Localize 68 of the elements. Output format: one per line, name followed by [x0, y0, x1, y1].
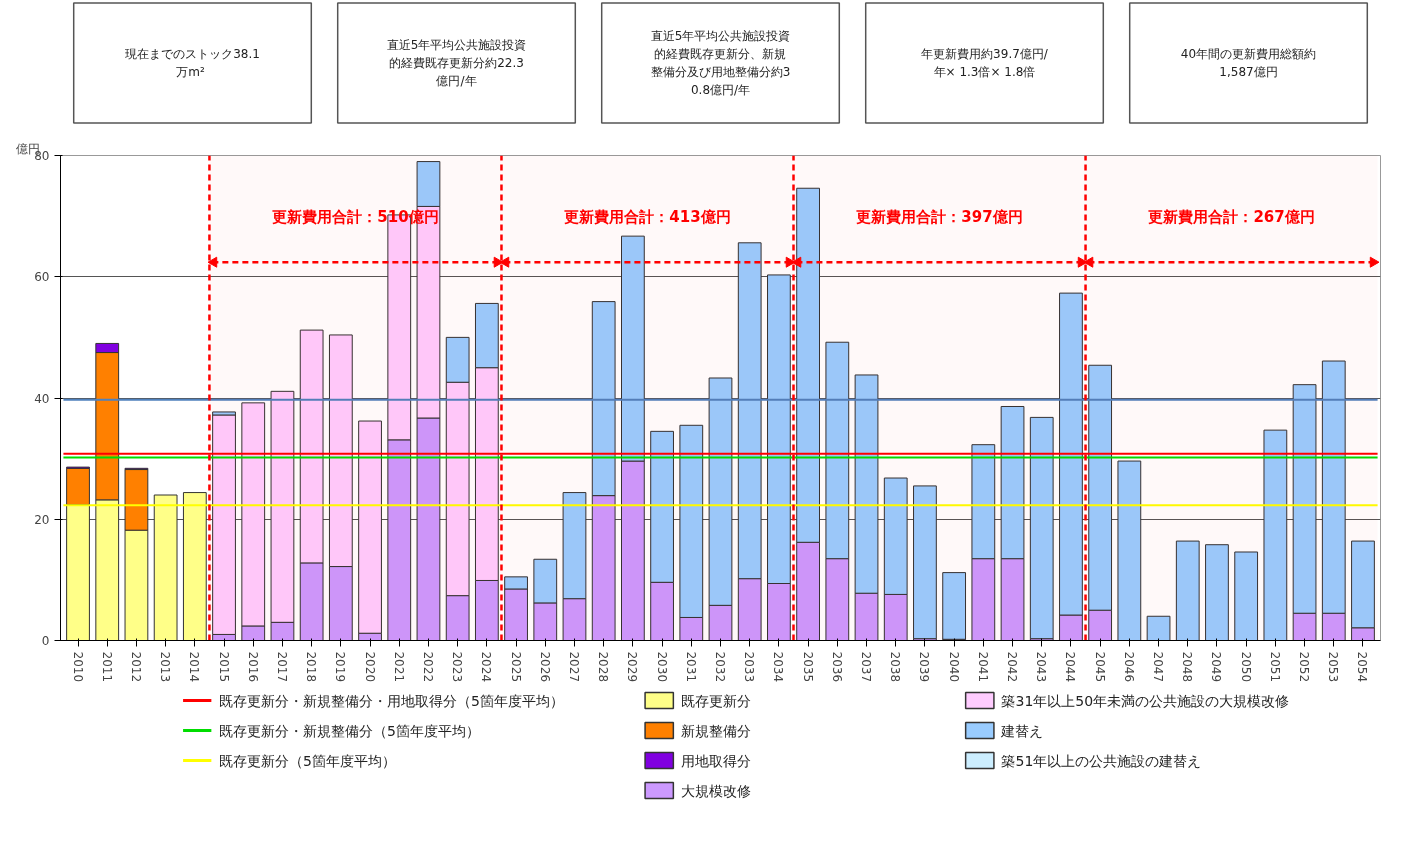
- x-tick-label: 2027: [566, 651, 581, 683]
- band-label: 更新費用合計：413億円: [564, 207, 731, 226]
- y-tick-label: 40: [34, 391, 50, 406]
- x-tick-label: 2033: [742, 651, 757, 683]
- legend-label: 既存更新分（5箇年度平均）: [218, 752, 396, 769]
- y-tick-label: 0: [41, 634, 50, 648]
- x-tick-label: 2017: [274, 651, 289, 683]
- x-tick-label: 2021: [391, 651, 406, 683]
- x-tick-label: 2050: [1238, 651, 1253, 683]
- x-tick-label: 2044: [1063, 651, 1078, 683]
- x-tick-label: 2049: [1209, 651, 1224, 683]
- x-tick-label: 2013: [158, 651, 173, 683]
- x-tick-label: 2045: [1092, 651, 1107, 683]
- x-tick-label: 2016: [245, 651, 260, 683]
- text: 直近5年平均公共施設投資的経費既存更新分約22.3億円/年: [386, 37, 527, 89]
- x-tick-label: 2025: [508, 651, 523, 683]
- x-tick-label: 2038: [888, 651, 903, 683]
- x-tick-label: 2043: [1034, 651, 1049, 683]
- legend-label: 新規整備分: [680, 722, 751, 739]
- x-tick-label: 2020: [362, 651, 377, 683]
- text: 40年間の更新費用総額約1,587億円: [1180, 46, 1317, 80]
- legend-label: 既存更新分・新規整備分・用地取得分（5箇年度平均）: [218, 692, 564, 709]
- x-tick-label: 2042: [1005, 651, 1020, 683]
- band-label: 更新費用合計：510億円: [272, 207, 439, 226]
- legend-label: 築51年以上の公共施設の建替え: [1001, 752, 1202, 769]
- x-tick-label: 2022: [420, 651, 435, 683]
- x-tick-label: 2018: [304, 651, 319, 683]
- text: 現在までのストック38.1 万m²: [125, 46, 260, 80]
- x-tick-label: 2046: [1121, 651, 1136, 683]
- x-tick-label: 2053: [1326, 651, 1341, 683]
- text: 年更新費用約39.7億円/年× 1.3倍× 1.8倍: [921, 46, 1049, 80]
- x-tick-label: 2035: [800, 651, 815, 683]
- x-tick-label: 2037: [859, 651, 874, 683]
- x-tick-label: 2054: [1355, 651, 1370, 683]
- band-label: 更新費用合計：397億円: [856, 207, 1023, 226]
- y-tick-label: 60: [34, 270, 50, 285]
- legend-label: 既存更新分・新規整備分（5箇年度平均）: [218, 722, 480, 739]
- x-tick-label: 2026: [537, 651, 552, 683]
- legend-label: 既存更新分: [680, 692, 751, 709]
- legend-label: 築31年以上50年未満の公共施設の大規模改修: [1001, 692, 1290, 709]
- x-tick-label: 2023: [450, 651, 465, 683]
- x-tick-label: 2024: [479, 651, 494, 683]
- x-tick-label: 2047: [1151, 651, 1166, 683]
- x-tick-label: 2039: [917, 651, 932, 683]
- text: 直近5年平均公共施設投資的経費既存更新分、新規整備分及び用地整備分約30.8億円/年: [650, 28, 791, 98]
- x-tick-label: 2011: [99, 651, 114, 683]
- x-tick-label: 2052: [1297, 651, 1312, 683]
- x-tick-label: 2015: [216, 651, 231, 683]
- x-tick-label: 2014: [187, 651, 202, 683]
- legend-label: 用地取得分: [680, 752, 751, 769]
- x-tick-label: 2030: [654, 651, 669, 683]
- x-tick-label: 2048: [1180, 651, 1195, 683]
- legend-label: 大規模改修: [680, 782, 751, 799]
- x-tick-label: 2031: [683, 651, 698, 683]
- band-label: 更新費用合計：267億円: [1148, 207, 1315, 226]
- x-tick-label: 2032: [713, 651, 727, 683]
- x-tick-label: 2041: [975, 651, 990, 683]
- x-tick-label: 2012: [128, 651, 143, 683]
- x-tick-label: 2036: [829, 651, 844, 683]
- x-tick-label: 2040: [946, 651, 961, 683]
- x-tick-label: 2028: [596, 651, 611, 683]
- x-tick-label: 2029: [625, 651, 640, 683]
- y-tick-label: 20: [34, 512, 50, 527]
- x-tick-label: 2019: [333, 651, 348, 683]
- legend-label: 建替え: [1000, 722, 1044, 739]
- x-tick-label: 2010: [70, 651, 85, 683]
- x-tick-label: 2034: [771, 651, 786, 683]
- x-tick-label: 2051: [1267, 651, 1282, 683]
